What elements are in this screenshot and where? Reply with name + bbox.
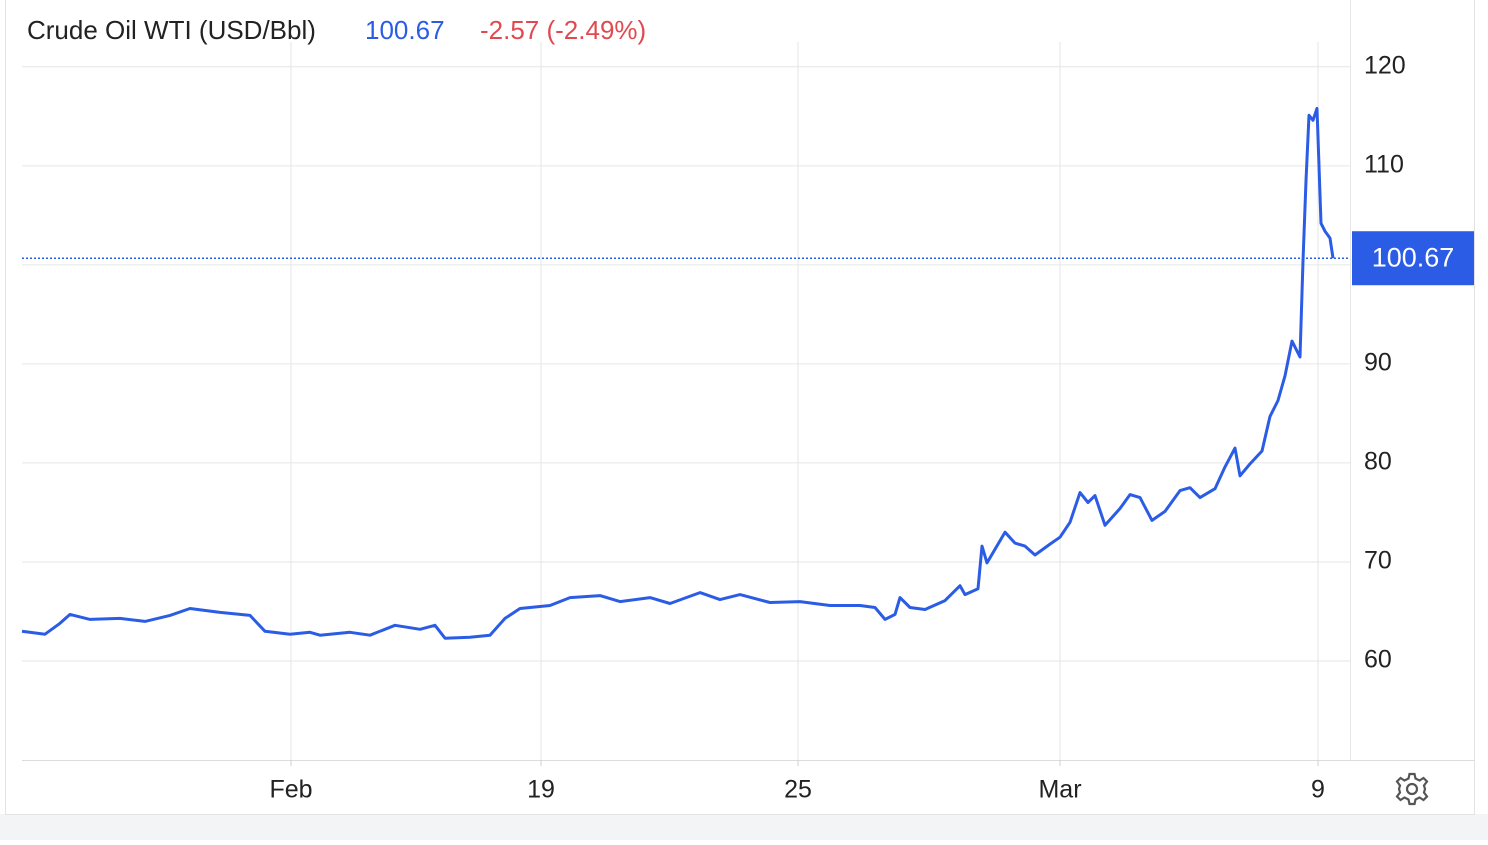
x-tick-label: Feb (269, 776, 312, 804)
settings-icon[interactable] (1395, 772, 1429, 806)
x-tick-label: 25 (784, 776, 812, 804)
y-tick-label: 60 (1364, 646, 1392, 674)
chart-title: Crude Oil WTI (USD/Bbl) (27, 15, 316, 45)
y-tick-label: 70 (1364, 547, 1392, 575)
y-tick-label: 110 (1364, 150, 1404, 178)
last-value: 100.67 (365, 15, 445, 45)
change: -2.57 (-2.49%) (480, 15, 646, 45)
y-tick-label: 90 (1364, 348, 1392, 376)
y-tick-label: 120 (1364, 51, 1406, 79)
x-tick-label: Mar (1038, 776, 1081, 804)
last-value-box (1352, 231, 1474, 286)
y-tick-label: 80 (1364, 448, 1392, 476)
footer-strip (0, 814, 1488, 840)
x-tick-label: 9 (1311, 776, 1325, 804)
last-value-label: 100.67 (1372, 242, 1455, 272)
x-tick-label: 19 (527, 776, 555, 804)
price-line (21, 106, 1335, 640)
